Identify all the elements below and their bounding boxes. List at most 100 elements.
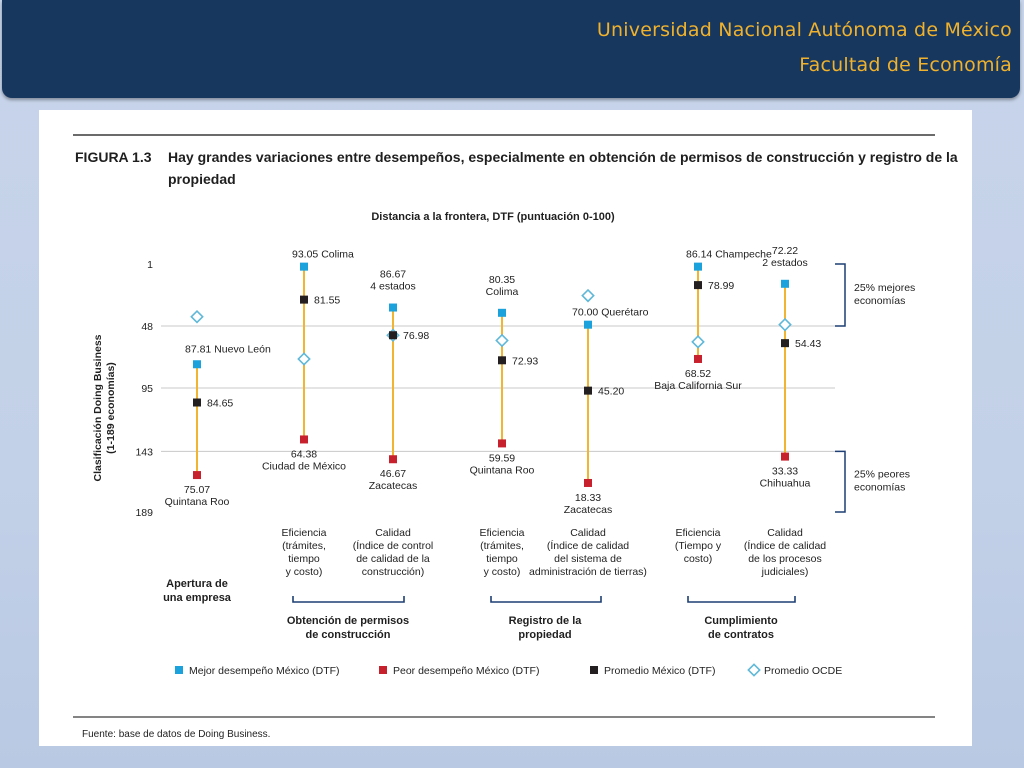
best-mexico-marker <box>193 360 201 368</box>
worst-value-label: 75.07 <box>184 484 210 496</box>
average-value-label: 84.65 <box>207 398 233 410</box>
category-label: tiempo <box>288 553 320 565</box>
category-label: de calidad de la <box>356 553 430 565</box>
category-label: costo) <box>684 553 713 565</box>
worst-value-label: Chihuahua <box>760 478 811 490</box>
best-value-label: 2 estados <box>762 257 808 269</box>
worst-mexico-marker <box>781 453 789 461</box>
worst-value-label: Quintana Roo <box>470 464 535 476</box>
chart-svg: FIGURA 1.3 Hay grandes variaciones entre… <box>39 110 972 746</box>
average-value-label: 81.55 <box>314 295 340 307</box>
worst-value-label: 68.52 <box>685 368 711 380</box>
average-mexico-marker <box>300 296 308 304</box>
header-university: Universidad Nacional Autónoma de México <box>597 19 1012 41</box>
best-value-label: 86.67 <box>380 269 406 281</box>
category-label: administración de tierras) <box>529 566 647 578</box>
best-mexico-marker <box>694 263 702 271</box>
ocde-average-marker <box>582 290 593 301</box>
category-label: Eficiencia <box>676 527 721 539</box>
group-label: de contratos <box>708 629 774 641</box>
slide-header: Universidad Nacional Autónoma de México … <box>2 0 1020 98</box>
bottom-quartile-bracket-label: economías <box>854 482 905 494</box>
bottom-quartile-bracket <box>835 451 845 512</box>
category-label: Eficiencia <box>480 527 525 539</box>
ocde-average-marker <box>496 335 507 346</box>
best-value-label: 4 estados <box>370 281 416 293</box>
bottom-quartile-bracket-label: 25% peores <box>854 469 910 481</box>
category-label: (Índice de control <box>353 539 434 552</box>
ocde-average-marker <box>692 336 703 347</box>
top-quartile-bracket-label: 25% mejores <box>854 282 915 294</box>
ocde-average-marker <box>779 319 790 330</box>
average-value-label: 45.20 <box>598 386 624 398</box>
ocde-average-marker <box>191 311 202 322</box>
best-mexico-marker <box>781 280 789 288</box>
average-mexico-marker <box>694 281 702 289</box>
best-mexico-marker <box>300 263 308 271</box>
average-mexico-marker <box>498 356 506 364</box>
average-mexico-marker <box>193 399 201 407</box>
source-note: Fuente: base de datos de Doing Business. <box>82 729 270 740</box>
worst-mexico-marker <box>584 479 592 487</box>
group-bracket <box>491 596 601 602</box>
legend-ocde-marker <box>748 664 759 675</box>
category-label: construcción) <box>362 566 424 578</box>
category-label: (Índice de calidad <box>744 539 826 552</box>
best-value-label: 86.14 Champeche <box>686 249 772 261</box>
category-label: (Tiempo y <box>675 540 722 552</box>
worst-mexico-marker <box>389 455 397 463</box>
group-label: Obtención de permisos <box>287 615 409 627</box>
worst-value-label: Baja California Sur <box>654 380 742 392</box>
group-label: Apertura de <box>166 578 228 590</box>
average-mexico-marker <box>389 331 397 339</box>
group-bracket <box>293 596 404 602</box>
y-tick-label: 143 <box>135 446 153 458</box>
group-label: propiedad <box>518 629 571 641</box>
best-value-label: 93.05 Colima <box>292 249 354 261</box>
legend-marker <box>590 666 598 674</box>
top-quartile-bracket-label: economías <box>854 295 905 307</box>
y-axis-label: Clasificación Doing Business (1-189 econ… <box>92 334 117 481</box>
worst-value-label: Quintana Roo <box>165 496 230 508</box>
category-label: (trámites, <box>282 540 326 552</box>
category-label: (trámites, <box>480 540 524 552</box>
worst-mexico-marker <box>498 439 506 447</box>
worst-value-label: 64.38 <box>291 448 317 460</box>
legend-marker <box>379 666 387 674</box>
category-label: Calidad <box>767 527 803 539</box>
ocde-average-marker <box>298 353 309 364</box>
legend-label: Mejor desempeño México (DTF) <box>189 665 340 677</box>
worst-value-label: 59.59 <box>489 452 515 464</box>
worst-mexico-marker <box>300 435 308 443</box>
category-label: judiciales) <box>761 566 809 578</box>
best-mexico-marker <box>389 304 397 312</box>
header-faculty: Facultad de Economía <box>799 54 1012 76</box>
figure-number: FIGURA 1.3 <box>75 149 152 165</box>
worst-value-label: 18.33 <box>575 492 601 504</box>
y-axis-label-line1: Clasificación Doing Business <box>92 334 104 481</box>
worst-mexico-marker <box>694 355 702 363</box>
worst-value-label: Zacatecas <box>564 504 612 516</box>
legend-label: Promedio OCDE <box>764 665 842 677</box>
figure-panel: FIGURA 1.3 Hay grandes variaciones entre… <box>39 110 972 746</box>
best-mexico-marker <box>584 321 592 329</box>
best-value-label: 72.22 <box>772 245 798 257</box>
group-label: Cumplimiento <box>704 615 778 627</box>
best-value-label: 87.81 Nuevo León <box>185 343 271 355</box>
category-label: Calidad <box>375 527 411 539</box>
worst-value-label: 33.33 <box>772 466 798 478</box>
legend-label: Promedio México (DTF) <box>604 665 715 677</box>
average-value-label: 72.93 <box>512 355 538 367</box>
y-tick-label: 48 <box>141 321 153 333</box>
category-label: (Índice de calidad <box>547 539 629 552</box>
best-value-label: Colima <box>486 286 519 298</box>
category-label: Calidad <box>570 527 606 539</box>
figure-title-line2: propiedad <box>168 171 236 187</box>
category-label: tiempo <box>486 553 518 565</box>
chart-subtitle: Distancia a la frontera, DTF (puntuación… <box>371 211 615 223</box>
best-value-label: 80.35 <box>489 274 515 286</box>
average-mexico-marker <box>781 339 789 347</box>
category-label: de los procesos <box>748 553 822 565</box>
category-label: y costo) <box>484 566 521 578</box>
